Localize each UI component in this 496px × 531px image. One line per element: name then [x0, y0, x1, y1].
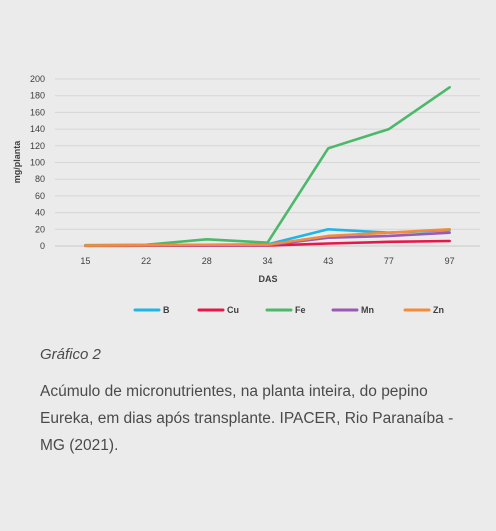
legend-label: Zn — [433, 305, 444, 315]
y-tick-labels: 0 20 40 60 80 100 120 140 160 180 200 — [30, 74, 45, 251]
y-tick-label: 20 — [35, 224, 45, 234]
legend: B Cu Fe Mn Zn — [133, 305, 444, 315]
y-tick-label: 0 — [40, 241, 45, 251]
y-axis-title: mg/planta — [12, 140, 22, 183]
legend-label: Mn — [361, 305, 374, 315]
y-tick-label: 100 — [30, 158, 45, 168]
legend-label: B — [163, 305, 170, 315]
series-lines — [84, 86, 451, 248]
legend-item-mn: Mn — [331, 305, 374, 315]
y-tick-label: 40 — [35, 208, 45, 218]
legend-item-zn: Zn — [403, 305, 444, 315]
x-tick-label: 15 — [80, 256, 90, 266]
x-tick-label: 97 — [445, 256, 455, 266]
chart: 0 20 40 60 80 100 120 140 160 180 200 15 22 28 34 43 77… — [12, 74, 480, 315]
series-line-fe — [84, 86, 451, 247]
x-tick-label: 22 — [141, 256, 151, 266]
x-axis-title: DAS — [258, 274, 277, 284]
caption-title: Gráfico 2 — [40, 346, 101, 363]
y-tick-label: 200 — [30, 74, 45, 84]
y-tick-label: 180 — [30, 91, 45, 101]
legend-item-b: B — [133, 305, 170, 315]
y-tick-label: 160 — [30, 107, 45, 117]
y-tick-label: 60 — [35, 191, 45, 201]
x-tick-label: 34 — [262, 256, 272, 266]
y-tick-label: 140 — [30, 124, 45, 134]
series-line-zn — [84, 228, 451, 247]
legend-label: Fe — [295, 305, 306, 315]
x-tick-label: 77 — [384, 256, 394, 266]
y-tick-label: 120 — [30, 141, 45, 151]
legend-item-cu: Cu — [197, 305, 239, 315]
caption-text: Acúmulo de micronutrientes, na planta in… — [40, 383, 454, 454]
legend-label: Cu — [227, 305, 239, 315]
x-tick-labels: 15 22 28 34 43 77 97 — [80, 256, 454, 266]
legend-item-fe: Fe — [265, 305, 306, 315]
grid-lines — [55, 78, 480, 247]
x-tick-label: 28 — [202, 256, 212, 266]
y-tick-label: 80 — [35, 174, 45, 184]
x-tick-label: 43 — [323, 256, 333, 266]
